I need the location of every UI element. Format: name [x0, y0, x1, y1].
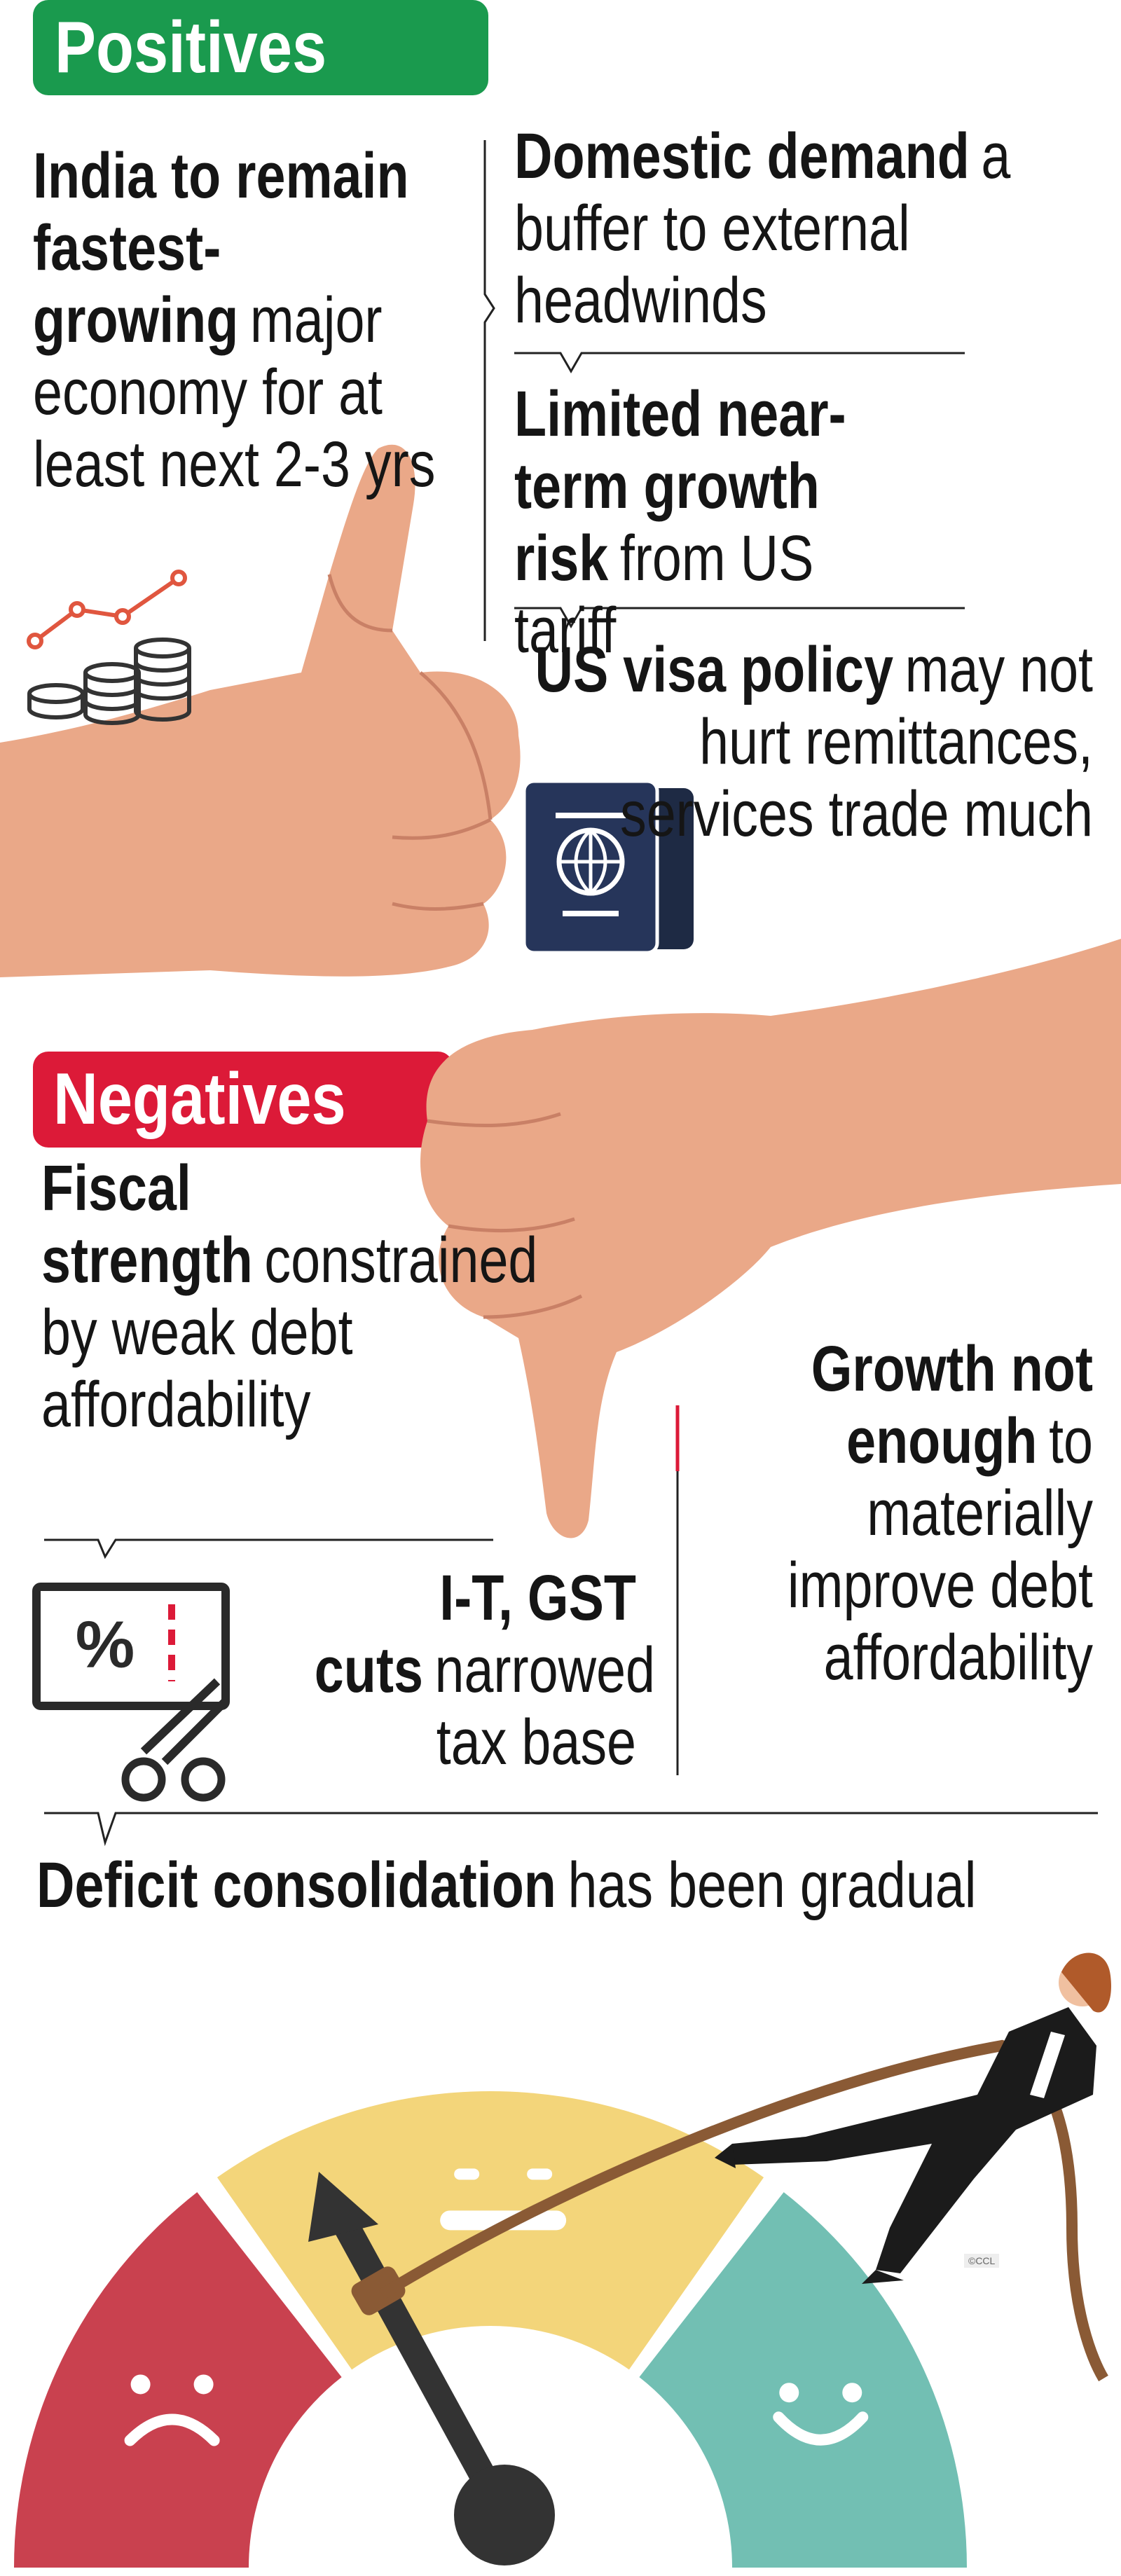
divider	[514, 352, 965, 374]
item-bold: Domestic demand	[514, 120, 970, 192]
item-text: narrowed tax base	[434, 1634, 656, 1778]
positives-heading: Positives	[55, 7, 327, 88]
item-text: may not hurt remittances, services trade…	[619, 634, 1093, 850]
vertical-divider	[483, 140, 495, 641]
item-bold: India to remain fastest-growing	[33, 140, 409, 356]
face-eye	[527, 2168, 553, 2180]
gauge	[14, 2091, 967, 2568]
face-mouth	[773, 2411, 869, 2446]
thumbs-down-hand	[420, 939, 1121, 1538]
gauge-segment	[14, 2192, 342, 2568]
item-bold: I-T, GST cuts	[314, 1562, 636, 1706]
negatives-badge	[33, 1052, 453, 1148]
svg-text:%: %	[76, 1608, 135, 1682]
negative-item: Fiscal strength constrained by weak debt …	[41, 1152, 537, 1441]
needle-hub	[454, 2465, 555, 2565]
growth-icon	[27, 570, 191, 725]
tax-cut-icon: %	[32, 1583, 230, 1802]
positive-item: Limited near-term growth risk from US tar…	[514, 378, 911, 667]
face-mouth	[124, 2413, 220, 2446]
divider	[44, 1538, 493, 1559]
thumbs-up-hand	[0, 444, 521, 977]
positive-item: Domestic demand a buffer to external head…	[514, 120, 1031, 337]
divider	[44, 1812, 1098, 1847]
needle-tip	[308, 2172, 378, 2242]
positive-item: India to remain fastest-growing major eco…	[33, 140, 469, 501]
negative-item: I-T, GST cuts narrowed tax base	[314, 1562, 655, 1779]
footer-note: Deficit consolidation has been gradual	[36, 1850, 1121, 1922]
face-eye	[842, 2383, 862, 2403]
item-bold: Growth not enough	[811, 1333, 1093, 1477]
woman-with-rope	[378, 1952, 1111, 2382]
item-text: major economy for at least next 2-3 yrs	[33, 284, 436, 500]
face-eye	[454, 2168, 480, 2180]
positive-item: US visa policy may not hurt remittances, …	[518, 634, 1093, 850]
credit: ©CCL	[964, 2254, 1000, 2268]
footer-text: has been gradual	[568, 1850, 977, 1921]
face-eye	[193, 2374, 214, 2395]
negatives-heading: Negatives	[53, 1059, 346, 1140]
gauge-segment	[639, 2192, 967, 2568]
divider	[514, 607, 965, 629]
item-bold: Limited near-term growth risk	[514, 378, 846, 594]
rope-knot	[351, 2266, 406, 2315]
face-eye	[130, 2374, 151, 2395]
item-text: constrained by weak debt affordability	[41, 1225, 538, 1440]
item-bold: Fiscal strength	[41, 1152, 253, 1296]
item-text: a buffer to external headwinds	[514, 120, 1011, 336]
positives-badge	[33, 0, 488, 95]
footer-bold: Deficit consolidation	[36, 1850, 556, 1921]
negative-item: Growth not enough to materially improve d…	[754, 1333, 1093, 1694]
passport-icon	[522, 779, 694, 955]
item-text: from US tariff	[514, 523, 814, 666]
face-eye	[779, 2383, 799, 2403]
item-bold: US visa policy	[535, 634, 894, 705]
needle	[331, 2214, 516, 2522]
item-text: to materially improve debt affordability	[787, 1405, 1093, 1693]
